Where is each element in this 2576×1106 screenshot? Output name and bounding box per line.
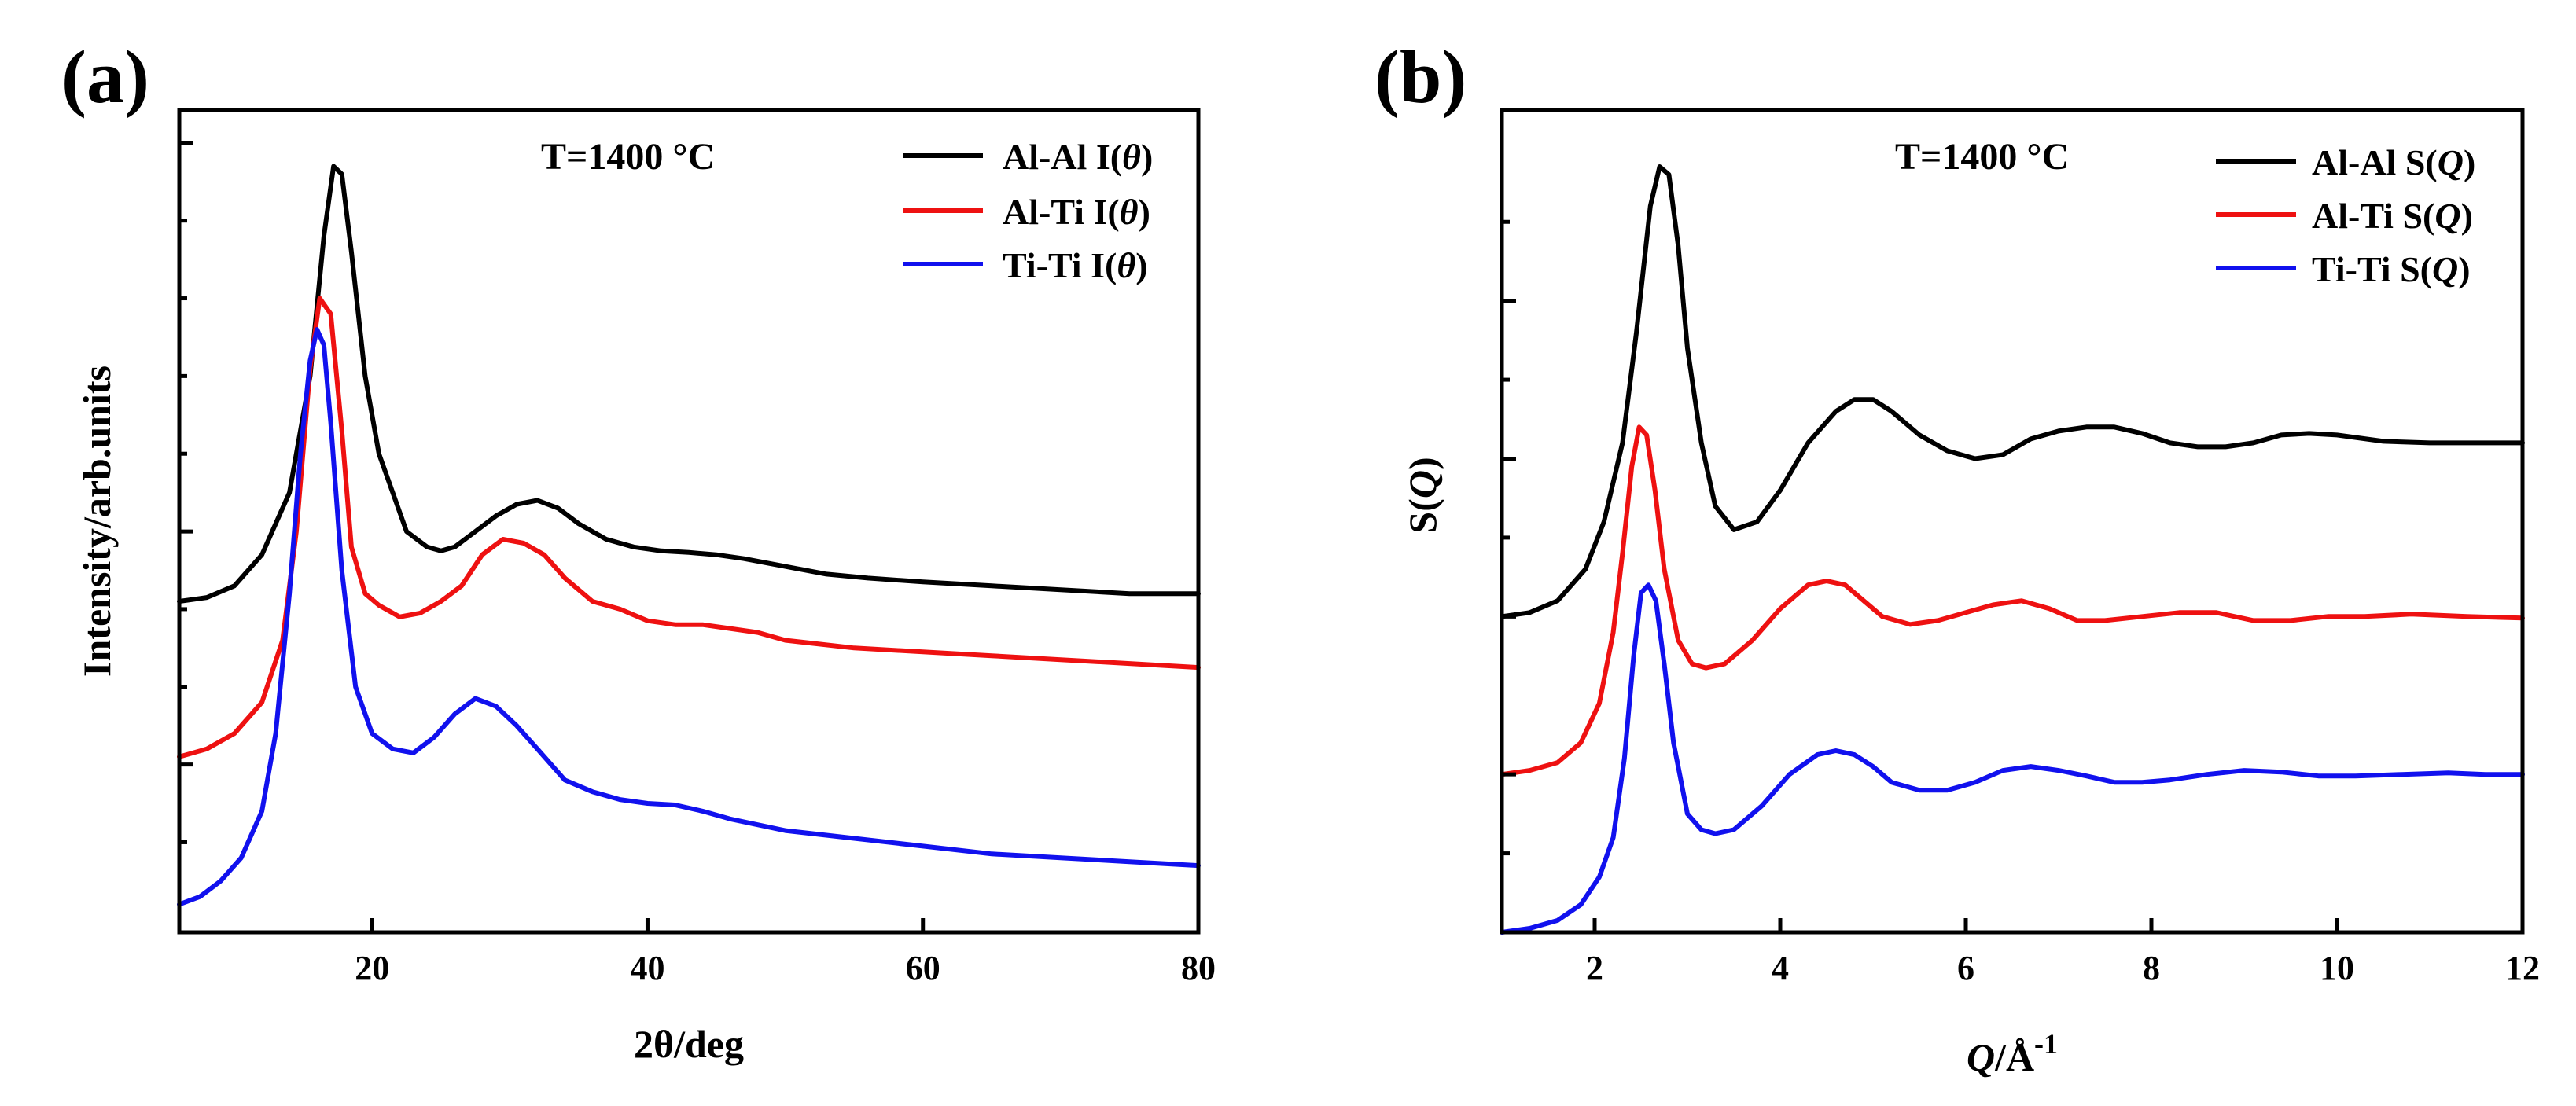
panel-b-x-tick-label-2: 6 [1957,949,1974,987]
panel-b-x-tick-label-5: 12 [2505,949,2540,987]
panel-a-label: (a) [61,35,149,119]
panel-a-legend-label-0: Al-Al I(θ) [1003,137,1153,177]
panel-b-legend: Al-Al S(Q) Al-Ti S(Q) Ti-Ti S(Q) [2216,142,2475,289]
panel-b-series-line-1 [1500,424,2525,777]
panel-a-plot-frame [177,108,1201,935]
panel-b-y-axis-title: S(Q) [1400,457,1444,533]
panel-b-x-tick-label-0: 2 [1586,949,1603,987]
panel-b-x-tick-label-3: 8 [2143,949,2160,987]
panel-a-legend: Al-Al I(θ) Al-Ti I(θ) Ti-Ti I(θ) [903,137,1153,285]
panel-b-series-line-0 [1500,164,2525,619]
panel-b-legend-label-1: Al-Ti S(Q) [2312,196,2473,236]
panel-b-series-group [1500,164,2525,935]
panel-b-x-axis-title: Q/Å-1 [1967,1028,2058,1079]
panel-a-series-line-2 [177,327,1201,907]
panel-a-tick-group: 20 40 60 80 [179,141,1216,987]
panel-a-x-tick-label-0: 20 [355,949,389,987]
panel-b: (b) 2 4 6 8 10 12 T=1400 °C Al-Al S(Q) Al-Ti … [1374,35,2540,1079]
panel-b-x-tick-label-4: 10 [2320,949,2354,987]
panel-a-x-tick-label-1: 40 [630,949,664,987]
panel-a-legend-label-2: Ti-Ti I(θ) [1003,245,1148,285]
panel-a-series-line-1 [177,296,1201,759]
panel-a-annotation: T=1400 °C [541,136,715,178]
panel-a-x-tick-label-3: 80 [1181,949,1216,987]
panel-a-series-group [177,164,1201,907]
panel-a-x-tick-label-2: 60 [906,949,940,987]
panel-b-series-line-2 [1500,582,2525,935]
panel-b-x-tick-label-1: 4 [1772,949,1789,987]
panel-b-legend-label-0: Al-Al S(Q) [2312,142,2475,182]
panel-a-legend-label-1: Al-Ti I(θ) [1003,192,1150,232]
panel-a: (a) 20 40 60 80 T=1400 °C Al-Al I(θ) Al-Ti … [61,35,1216,1066]
panel-a-y-axis-title: Intensity/arb.units [75,366,119,677]
panel-a-x-axis-title: 2θ/deg [634,1022,744,1066]
panel-b-legend-label-2: Ti-Ti S(Q) [2312,249,2471,289]
panel-a-series-line-0 [177,164,1201,604]
panel-b-plot-frame [1500,108,2525,935]
panel-b-label: (b) [1374,35,1466,119]
panel-b-annotation: T=1400 °C [1895,136,2069,178]
